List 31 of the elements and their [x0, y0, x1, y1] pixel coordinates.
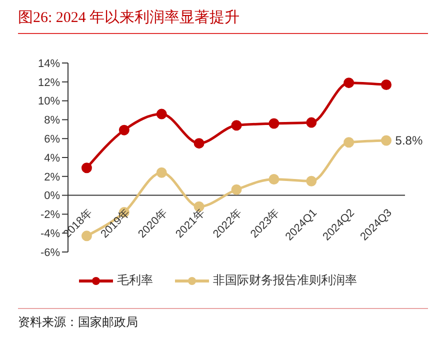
point — [156, 108, 167, 120]
point — [344, 78, 354, 88]
point — [381, 135, 392, 146]
legend-label: 毛利率 — [116, 272, 153, 289]
point — [194, 138, 204, 149]
text: 资料来源：国家邮政局 — [18, 314, 138, 331]
y-tick-label: 12% — [38, 76, 60, 89]
y-tick-label: 8% — [44, 114, 60, 127]
y-tick-label: 6% — [44, 134, 60, 146]
point — [381, 79, 392, 90]
y-tick-label: 10% — [38, 96, 60, 108]
point — [268, 118, 280, 129]
point — [306, 117, 317, 128]
y-tick-label: -6% — [40, 246, 60, 259]
point — [231, 120, 242, 131]
point — [118, 124, 130, 136]
point — [268, 174, 280, 184]
legend-label: 非国际财务报告准则利润率 — [212, 272, 357, 289]
point — [156, 167, 167, 178]
data-label: 5.8% — [395, 133, 423, 148]
y-tick-label: 0% — [44, 190, 60, 202]
point — [306, 176, 317, 186]
chart-title: 图26: 2024 年以来利润率显著提升 — [18, 8, 240, 27]
y-tick-label: -2% — [40, 209, 60, 222]
point — [344, 137, 354, 148]
y-tick-label: 2% — [44, 171, 60, 184]
y-tick-label: -4% — [40, 228, 60, 240]
y-tick-label: 14% — [38, 58, 60, 70]
point — [81, 162, 92, 174]
y-tick-label: 4% — [44, 152, 60, 164]
point — [231, 184, 242, 195]
